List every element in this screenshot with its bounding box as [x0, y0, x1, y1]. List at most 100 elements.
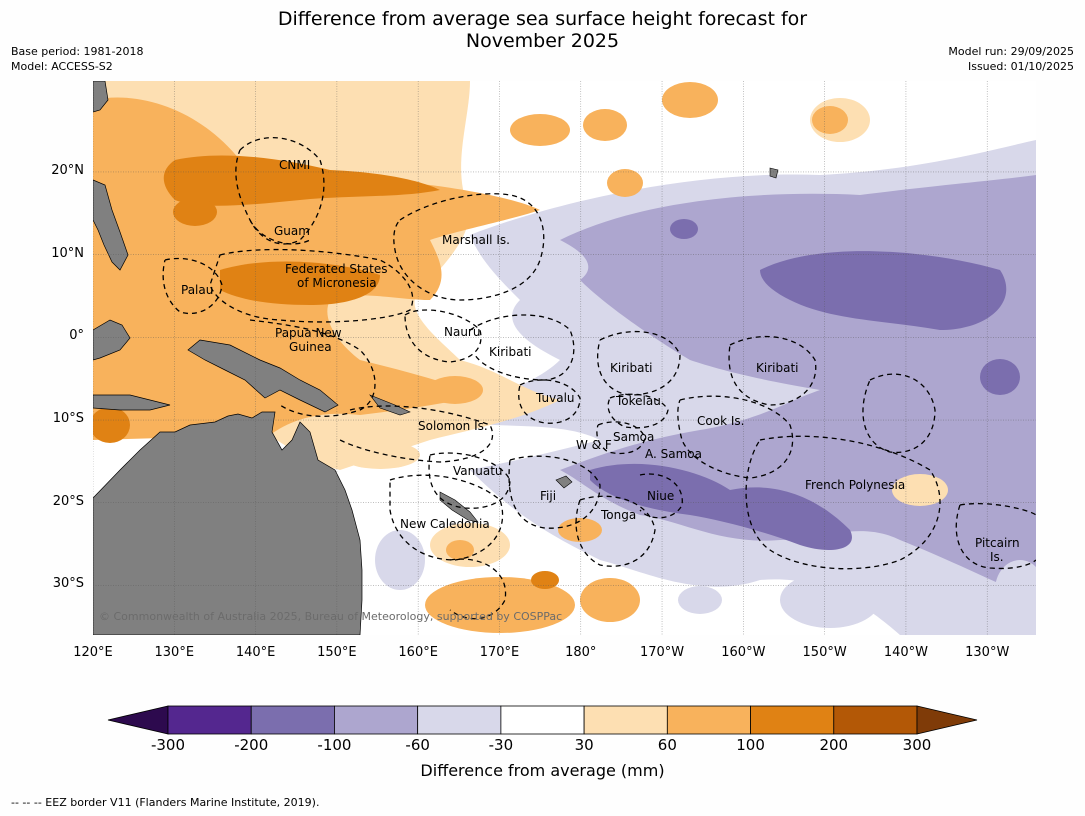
eez-cnmi [235, 137, 325, 245]
region-label: Pitcairn [975, 536, 1020, 550]
anomaly-patch-neg-2 [995, 560, 1036, 620]
region-label: Is. [990, 550, 1004, 564]
map-title: Difference from average sea surface heig… [0, 8, 1085, 52]
colorbar-segment [500, 705, 585, 735]
base-period: Base period: 1981-2018 [11, 45, 144, 58]
longitude-label: 180° [565, 645, 597, 660]
region-label: Fiji [540, 489, 557, 503]
anomaly-patch-pos-5 [510, 114, 570, 146]
longitude-label: 130°E [154, 645, 195, 660]
anomaly-patch-neg-1 [780, 572, 880, 628]
eez-kiribati-c [596, 330, 681, 396]
region-label: A. Samoa [645, 447, 702, 461]
longitude-label: 120°E [73, 645, 113, 660]
colorbar-segment [417, 705, 502, 735]
meta-right: Model run: 29/09/2025 Issued: 01/10/2025 [948, 44, 1074, 74]
longitude-label: 160°W [721, 645, 766, 660]
anomaly-patch-pos-8 [427, 376, 483, 404]
eez-tokelau [607, 393, 669, 429]
eez-borders [162, 137, 1036, 620]
eez-samoa [596, 421, 646, 455]
eez-marshall [393, 193, 545, 301]
anomaly-field-pos-strong-micronesia [220, 261, 380, 305]
latitude-label: 30°S [52, 576, 84, 592]
land-borneo [93, 319, 131, 361]
colorbar-segment [334, 705, 419, 735]
copyright-notice: © Commonwealth of Australia 2025, Bureau… [99, 610, 563, 623]
model-name: Model: ACCESS-S2 [11, 60, 113, 73]
colorbar-segment [167, 705, 252, 735]
latitude-label: 0° [69, 328, 84, 344]
sea-surface-height-map [93, 81, 1036, 635]
colorbar-label: Difference from average (mm) [420, 761, 665, 780]
colorbar-segment [250, 705, 335, 735]
region-label: Kiribati [756, 361, 799, 375]
colorbar [107, 705, 978, 735]
anomaly-field-neg-strong-south [590, 463, 852, 550]
eez-tuvalu [518, 379, 581, 424]
land-indonesia [93, 394, 171, 411]
anomaly-patch-pos-12 [558, 518, 602, 542]
region-label: Kiribati [610, 361, 653, 375]
region-label: Tokelau [616, 394, 661, 408]
eez-marquesas [862, 373, 936, 453]
longitude-label: 150°W [802, 645, 847, 660]
eez-pitcairn [955, 503, 1036, 570]
region-label: Papua New [275, 326, 342, 340]
region-label: Palau [181, 283, 214, 297]
colorbar-tick-label: -200 [234, 736, 269, 754]
eez-kiribati-w [469, 314, 575, 381]
region-label: New Caledonia [400, 517, 490, 531]
eez-new-caledonia [389, 474, 504, 561]
land-new-guinea [187, 339, 339, 413]
latitude-label: 10°S [52, 411, 84, 426]
issued-date: Issued: 01/10/2025 [967, 60, 1074, 73]
region-label: Federated States [285, 262, 388, 276]
anomaly-field-pos-patch-1 [173, 198, 217, 226]
land-fiji [555, 475, 573, 489]
eez-niue [639, 473, 683, 519]
eez-fsm [209, 248, 414, 323]
longitude-label: 170°E [479, 645, 520, 660]
eez-png [249, 319, 376, 417]
colorbar-tick-label: 100 [736, 736, 765, 754]
eez-solomon [339, 405, 494, 463]
colorbar-tick-label: 60 [657, 736, 677, 754]
colorbar-extend-low [107, 705, 169, 735]
anomaly-patch-neg-4 [678, 586, 722, 614]
land-australia [93, 411, 363, 635]
region-label: CNMI [279, 158, 311, 172]
anomaly-patch-pos-15 [531, 571, 559, 589]
anomaly-field-neg-patch-2 [670, 219, 698, 239]
region-label: of Micronesia [297, 276, 377, 290]
region-label: Samoa [613, 430, 655, 444]
colorbar-tick-label: -300 [150, 736, 186, 754]
meta-left: Base period: 1981-2018 Model: ACCESS-S2 [11, 44, 143, 74]
colorbar-extend-high [916, 705, 978, 735]
eez-kiribati-e [728, 335, 817, 406]
longitude-label: 140°E [235, 645, 276, 660]
region-label: Cook Is. [697, 414, 745, 428]
land-taiwan [93, 81, 109, 113]
anomaly-field-neg-strong-east [760, 251, 1007, 330]
region-label: Guinea [289, 340, 332, 354]
model-run: Model run: 29/09/2025 [948, 45, 1074, 58]
colorbar-tick-label: -100 [317, 736, 352, 754]
region-label: French Polynesia [805, 478, 906, 492]
eez-tonga [575, 495, 656, 567]
colorbar-segment [583, 705, 668, 735]
longitude-label: 130°W [965, 645, 1010, 660]
eez-vanuatu [428, 452, 511, 509]
title-line-1: Difference from average sea surface heig… [277, 8, 808, 30]
colorbar-segment [833, 705, 918, 735]
longitude-label: 160°E [398, 645, 438, 660]
eez-cook [677, 395, 794, 479]
title-line-2: November 2025 [465, 30, 620, 52]
region-label: Marshall Is. [442, 233, 510, 247]
colorbar-tick-label: -30 [488, 736, 514, 754]
latitude-label: 20°N [51, 162, 84, 178]
colorbar-segment [666, 705, 751, 735]
colorbar-segment [750, 705, 835, 735]
region-label: Guam [274, 224, 310, 238]
anomaly-field-neg-patch-1 [980, 359, 1020, 395]
